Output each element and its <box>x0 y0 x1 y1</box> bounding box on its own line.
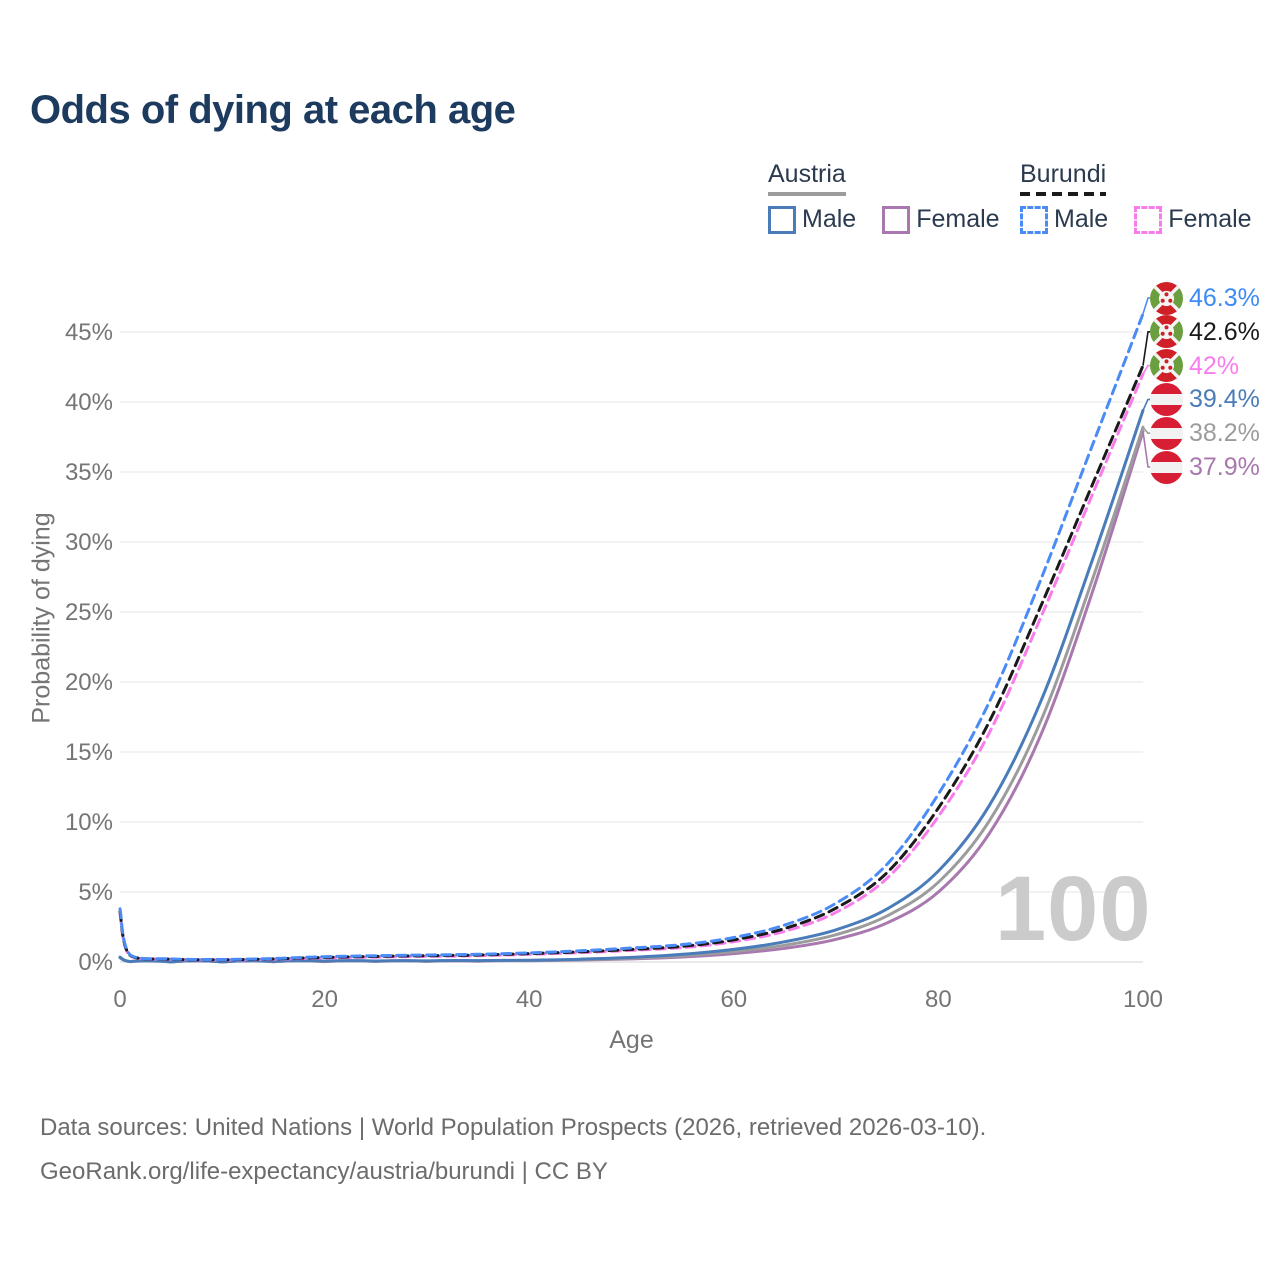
end-label-value-burundi-female: 42% <box>1189 351 1240 380</box>
austria-flag-icon <box>1150 450 1183 484</box>
page-title: Odds of dying at each age <box>30 88 516 132</box>
y-tick-label-5: 5% <box>78 879 113 906</box>
y-tick-label-45: 45% <box>64 319 113 346</box>
y-tick-label-40: 40% <box>64 389 113 416</box>
x-tick-label-20: 20 <box>311 986 338 1013</box>
legend-swatch-burundi-female <box>1134 205 1163 234</box>
legend-swatch-austria-female <box>882 205 911 234</box>
legend-item-label: Male <box>802 205 857 233</box>
x-tick-label-0: 0 <box>113 986 127 1013</box>
legend-group-austria: Austria Male Female <box>768 160 1000 234</box>
y-tick-label-15: 15% <box>64 739 113 766</box>
y-tick-label-30: 30% <box>64 529 113 556</box>
end-label-flag-burundi-male <box>1150 281 1183 315</box>
y-tick-label-20: 20% <box>64 669 113 696</box>
end-label-flag-burundi-both <box>1150 315 1183 349</box>
footer-source-line: Data sources: United Nations | World Pop… <box>40 1114 987 1141</box>
end-label-value-burundi-male: 46.3% <box>1189 284 1260 312</box>
legend-country-label-burundi[interactable]: Burundi <box>1020 160 1107 196</box>
end-label-flag-austria-both <box>1150 416 1183 450</box>
x-tick-label-100: 100 <box>1122 986 1164 1013</box>
legend-item-label: Female <box>1168 205 1252 233</box>
x-tick-label-40: 40 <box>515 986 543 1013</box>
legend-item-burundi-male[interactable]: Male <box>1020 205 1108 234</box>
austria-flag-icon <box>1150 416 1183 450</box>
series-line-burundi-both[interactable] <box>118 364 1145 962</box>
x-tick-label-60: 60 <box>720 986 748 1013</box>
legend-item-burundi-female[interactable]: Female <box>1134 205 1252 234</box>
x-axis-title: Age <box>609 1026 654 1054</box>
end-label-value-burundi-both: 42.6% <box>1189 317 1260 346</box>
legend-country-label-austria[interactable]: Austria <box>768 160 846 196</box>
series-line-austria-male[interactable] <box>118 408 1145 964</box>
legend-item-label: Female <box>916 205 1000 233</box>
burundi-flag-icon <box>1150 281 1183 315</box>
end-label-value-austria-female: 37.9% <box>1189 453 1260 481</box>
y-tick-label-25: 25% <box>64 599 113 626</box>
legend-item-austria-female[interactable]: Female <box>882 205 1000 234</box>
y-tick-label-0: 0% <box>78 949 113 976</box>
legend-country-underline-burundi <box>1020 192 1107 196</box>
end-label-flag-austria-female <box>1150 450 1183 484</box>
footer: Data sources: United Nations | World Pop… <box>40 1106 986 1194</box>
y-tick-label-35: 35% <box>64 459 113 486</box>
legend-swatch-burundi-male <box>1020 205 1048 234</box>
series-line-burundi-female[interactable] <box>118 372 1145 962</box>
legend-swatch-austria-male <box>768 205 796 234</box>
legend-group-burundi: Burundi Male Female <box>1020 160 1252 234</box>
end-label-value-austria-male: 39.4% <box>1189 385 1260 414</box>
y-axis-title: Probability of dying <box>27 512 56 724</box>
series-line-burundi-male[interactable] <box>118 312 1145 962</box>
burundi-flag-icon <box>1150 349 1183 383</box>
end-label-flag-burundi-female <box>1150 349 1183 383</box>
footer-attribution-line: GeoRank.org/life-expectancy/austria/buru… <box>40 1158 608 1185</box>
hover-age-watermark: 100 <box>995 858 1152 960</box>
series-line-austria-both[interactable] <box>118 425 1145 964</box>
x-tick-label-80: 80 <box>925 986 952 1013</box>
burundi-flag-icon <box>1150 315 1183 349</box>
y-tick-label-10: 10% <box>64 809 113 836</box>
end-label-flag-austria-male <box>1150 382 1183 416</box>
series-line-austria-female[interactable] <box>118 429 1145 964</box>
legend-item-label: Male <box>1054 205 1109 233</box>
legend-country-underline-austria <box>768 192 846 196</box>
end-label-value-austria-both: 38.2% <box>1189 419 1260 448</box>
legend-item-austria-male[interactable]: Male <box>768 205 856 234</box>
austria-flag-icon <box>1150 382 1183 416</box>
